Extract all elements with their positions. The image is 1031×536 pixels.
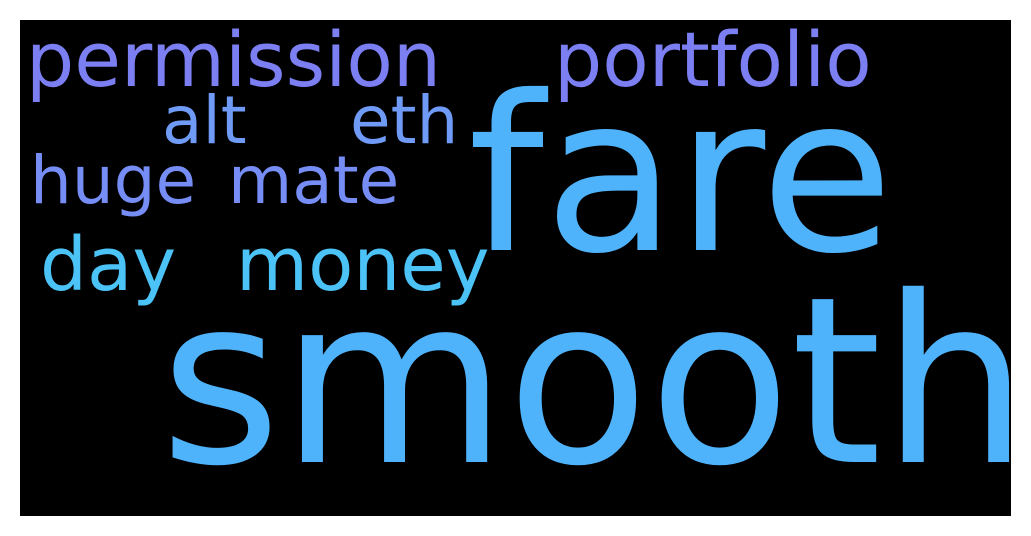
word-portfolio: portfolio	[554, 20, 872, 104]
word-money: money	[236, 222, 490, 308]
word-huge: huge	[30, 142, 197, 219]
word-eth: eth	[350, 82, 459, 159]
word-fare: fare	[468, 50, 894, 301]
word-permission: permission	[26, 20, 442, 104]
word-day: day	[40, 222, 177, 308]
word-mate: mate	[228, 142, 400, 219]
word-cloud: permission portfolio alt eth huge mate d…	[20, 20, 1011, 516]
word-alt: alt	[162, 82, 247, 159]
word-smooth: smooth	[160, 247, 1011, 516]
